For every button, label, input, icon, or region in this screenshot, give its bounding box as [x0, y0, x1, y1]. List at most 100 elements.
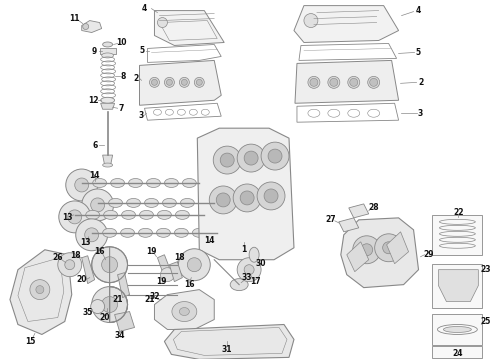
Ellipse shape [308, 76, 320, 88]
Text: 11: 11 [70, 14, 80, 23]
Circle shape [101, 297, 118, 312]
Ellipse shape [172, 302, 197, 321]
Ellipse shape [104, 210, 118, 219]
Text: 16: 16 [95, 247, 105, 256]
Polygon shape [349, 204, 368, 218]
Ellipse shape [140, 210, 153, 219]
Polygon shape [157, 255, 170, 272]
Circle shape [91, 300, 105, 314]
Ellipse shape [182, 179, 196, 188]
FancyBboxPatch shape [433, 264, 482, 307]
Polygon shape [118, 273, 129, 298]
Text: 29: 29 [423, 250, 434, 259]
Text: 33: 33 [242, 273, 252, 282]
Circle shape [353, 236, 381, 264]
Polygon shape [82, 256, 95, 284]
Circle shape [85, 228, 98, 242]
Ellipse shape [109, 198, 122, 207]
Ellipse shape [102, 42, 113, 47]
Text: 4: 4 [416, 6, 421, 15]
Text: 22: 22 [453, 208, 464, 217]
Text: 7: 7 [119, 104, 124, 113]
Ellipse shape [111, 179, 124, 188]
Circle shape [330, 78, 338, 86]
Polygon shape [347, 242, 368, 272]
Text: 3: 3 [418, 109, 423, 118]
Polygon shape [99, 49, 116, 54]
Circle shape [178, 249, 210, 281]
Text: 15: 15 [24, 337, 35, 346]
Ellipse shape [237, 144, 265, 172]
Polygon shape [339, 218, 359, 232]
Text: 25: 25 [480, 317, 490, 326]
Ellipse shape [328, 76, 340, 88]
Ellipse shape [348, 76, 360, 88]
Circle shape [350, 78, 358, 86]
Text: 28: 28 [368, 203, 379, 212]
Text: 13: 13 [63, 213, 73, 222]
Text: 30: 30 [256, 259, 267, 268]
Ellipse shape [443, 327, 471, 333]
Circle shape [160, 268, 174, 282]
Text: 19: 19 [146, 247, 157, 256]
Circle shape [75, 178, 89, 192]
Polygon shape [100, 103, 115, 109]
Text: 35: 35 [82, 308, 93, 317]
Circle shape [196, 79, 202, 85]
Circle shape [369, 78, 378, 86]
Text: 18: 18 [174, 253, 185, 262]
Circle shape [361, 244, 373, 256]
Ellipse shape [230, 279, 248, 291]
Ellipse shape [156, 228, 171, 237]
Circle shape [66, 169, 98, 201]
Ellipse shape [179, 77, 189, 87]
Ellipse shape [149, 77, 159, 87]
Ellipse shape [216, 193, 230, 207]
Circle shape [310, 78, 318, 86]
Ellipse shape [195, 77, 204, 87]
Ellipse shape [93, 179, 107, 188]
Ellipse shape [233, 184, 261, 212]
Circle shape [92, 287, 127, 323]
Polygon shape [387, 232, 409, 264]
Ellipse shape [145, 198, 158, 207]
Ellipse shape [174, 228, 188, 237]
Ellipse shape [147, 179, 160, 188]
Polygon shape [165, 324, 294, 359]
Circle shape [68, 210, 82, 224]
Ellipse shape [139, 228, 152, 237]
Text: 6: 6 [92, 141, 98, 150]
Circle shape [157, 18, 168, 27]
Text: 5: 5 [416, 48, 421, 57]
Ellipse shape [157, 210, 171, 219]
Text: 14: 14 [89, 171, 100, 180]
Ellipse shape [126, 198, 141, 207]
Text: 2: 2 [133, 74, 138, 83]
Circle shape [36, 285, 44, 294]
Ellipse shape [102, 228, 117, 237]
Ellipse shape [121, 228, 135, 237]
Text: 17: 17 [250, 277, 260, 286]
Circle shape [82, 189, 114, 221]
Text: 34: 34 [114, 331, 125, 340]
Ellipse shape [249, 247, 259, 262]
FancyBboxPatch shape [433, 215, 482, 255]
Ellipse shape [101, 53, 114, 58]
Circle shape [167, 79, 172, 85]
Circle shape [76, 219, 108, 251]
Ellipse shape [128, 179, 143, 188]
Polygon shape [102, 155, 113, 165]
Ellipse shape [180, 198, 195, 207]
Ellipse shape [86, 210, 99, 219]
Circle shape [187, 258, 201, 272]
Circle shape [92, 247, 127, 283]
Ellipse shape [268, 149, 282, 163]
Ellipse shape [261, 142, 289, 170]
Ellipse shape [165, 77, 174, 87]
Ellipse shape [209, 186, 237, 214]
Text: 18: 18 [71, 251, 81, 260]
Circle shape [244, 265, 254, 275]
Circle shape [59, 201, 91, 233]
Polygon shape [154, 289, 214, 329]
Circle shape [58, 253, 82, 277]
